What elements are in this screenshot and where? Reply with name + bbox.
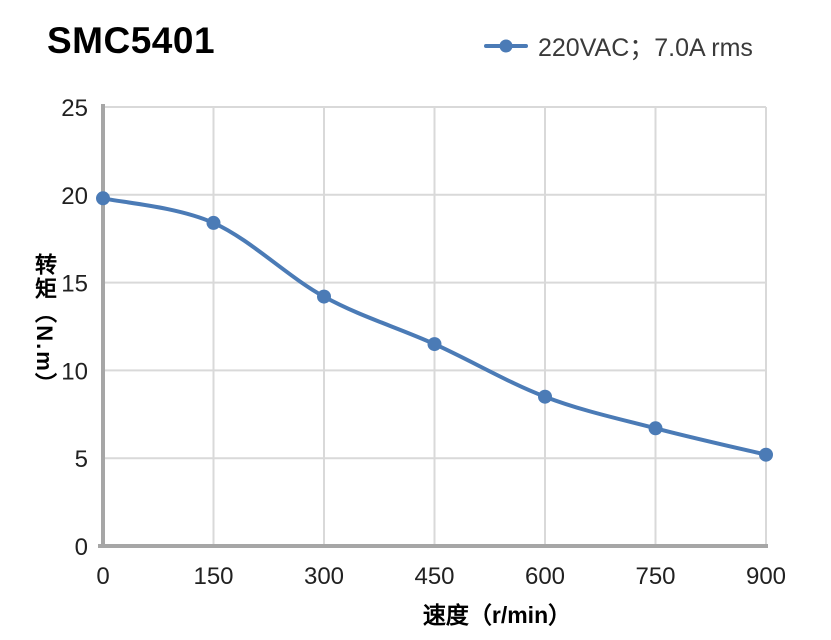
y-tick-label: 0 [75,534,88,561]
y-tick-label: 20 [61,183,88,210]
x-axis-title: 速度（r/min） [422,602,572,628]
x-tick-label: 300 [304,563,344,590]
data-point-marker [96,191,110,206]
x-tick-label: 450 [414,563,454,590]
y-tick-label: 10 [61,358,88,385]
y-tick-label: 5 [75,446,88,473]
data-point-marker [317,289,331,304]
y-tick-label: 15 [61,271,88,298]
data-point-marker [206,215,221,230]
x-tick-label: 600 [525,563,565,590]
chart-title: SMC5401 [47,20,216,61]
x-tick-label: 900 [746,563,786,590]
y-tick-label: 25 [61,95,88,122]
x-tick-label: 150 [193,563,233,590]
legend-line-marker-icon [484,39,528,53]
x-tick-label: 0 [96,563,109,590]
legend-label: 220VAC；7.0A rms [538,34,753,62]
legend: 220VAC；7.0A rms [484,28,753,64]
x-tick-label: 750 [635,563,675,590]
data-point-marker [427,337,442,352]
data-point-marker [538,389,552,404]
y-axis-title: 转矩（N.m） [32,253,57,397]
data-point-marker [648,421,663,436]
data-point-marker [759,447,773,462]
